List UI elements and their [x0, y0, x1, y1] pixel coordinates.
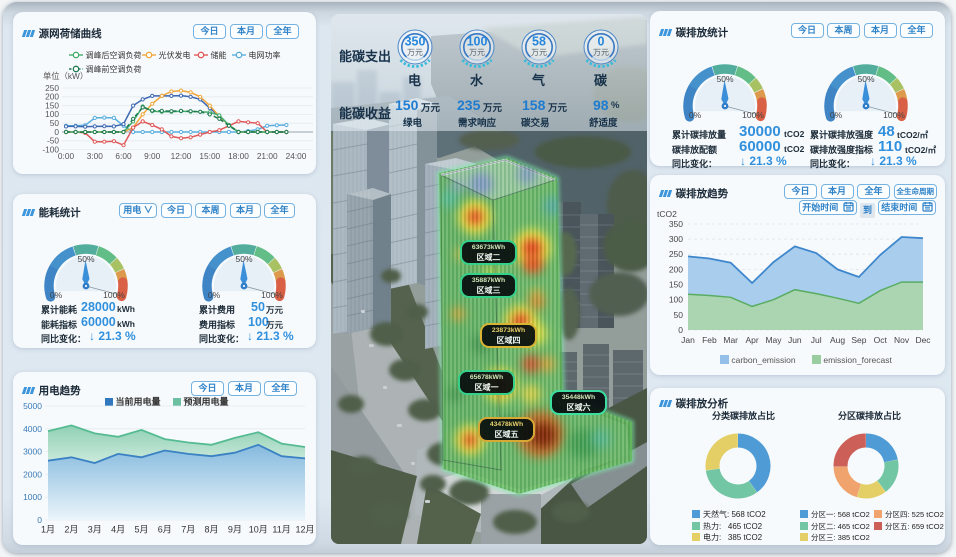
svg-text:光伏发电: 光伏发电: [159, 50, 191, 60]
svg-text:4000: 4000: [23, 424, 42, 434]
svg-text:Aug: Aug: [830, 335, 845, 345]
svg-text:Sep: Sep: [851, 335, 866, 345]
svg-text:2000: 2000: [23, 469, 42, 479]
svg-text:100%: 100%: [103, 290, 125, 300]
svg-text:58: 58: [532, 35, 546, 49]
svg-text:3月: 3月: [88, 525, 102, 535]
svg-text:100: 100: [669, 295, 683, 305]
svg-text:350: 350: [669, 219, 683, 229]
svg-text:0: 0: [54, 127, 59, 137]
svg-text:万元: 万元: [469, 48, 485, 57]
svg-text:0: 0: [37, 515, 42, 525]
svg-text:-100: -100: [42, 144, 59, 154]
svg-text:Jul: Jul: [811, 335, 822, 345]
svg-text:Dec: Dec: [915, 335, 931, 345]
svg-text:15:00: 15:00: [199, 151, 220, 161]
svg-text:4月: 4月: [111, 525, 125, 535]
svg-text:Nov: Nov: [894, 335, 910, 345]
svg-text:May: May: [765, 335, 782, 345]
svg-text:8月: 8月: [204, 525, 218, 535]
svg-text:单位（kW）: 单位（kW）: [43, 71, 88, 81]
svg-text:100: 100: [45, 109, 59, 119]
svg-text:1000: 1000: [23, 492, 42, 502]
svg-text:250: 250: [669, 249, 683, 259]
svg-text:0:00: 0:00: [58, 151, 75, 161]
svg-text:150: 150: [669, 280, 683, 290]
svg-text:万元: 万元: [593, 48, 609, 57]
svg-text:9月: 9月: [228, 525, 242, 535]
svg-text:5000: 5000: [23, 401, 42, 411]
svg-text:5月: 5月: [134, 525, 148, 535]
svg-text:0%: 0%: [830, 110, 843, 120]
svg-text:7月: 7月: [181, 525, 195, 535]
svg-text:Apr: Apr: [745, 335, 758, 345]
svg-text:6:00: 6:00: [115, 151, 132, 161]
svg-text:50%: 50%: [77, 254, 94, 264]
svg-text:100%: 100%: [261, 290, 283, 300]
svg-text:0%: 0%: [208, 290, 221, 300]
svg-text:21:00: 21:00: [257, 151, 278, 161]
svg-text:0: 0: [678, 325, 683, 335]
svg-text:12:00: 12:00: [171, 151, 192, 161]
svg-text:300: 300: [669, 234, 683, 244]
svg-text:250: 250: [45, 83, 59, 93]
svg-text:50: 50: [50, 118, 60, 128]
svg-text:10月: 10月: [249, 525, 268, 535]
svg-text:100%: 100%: [883, 110, 905, 120]
svg-text:万元: 万元: [407, 48, 423, 57]
svg-text:-50: -50: [47, 136, 59, 146]
svg-text:2月: 2月: [64, 525, 78, 535]
svg-text:Jan: Jan: [681, 335, 695, 345]
svg-text:11月: 11月: [272, 525, 290, 535]
svg-text:1月: 1月: [41, 525, 55, 535]
svg-text:调峰后空调负荷: 调峰后空调负荷: [86, 50, 142, 60]
svg-text:50: 50: [674, 310, 684, 320]
svg-text:50%: 50%: [716, 74, 733, 84]
svg-text:200: 200: [669, 264, 683, 274]
svg-text:18:00: 18:00: [228, 151, 249, 161]
svg-text:6月: 6月: [158, 525, 172, 535]
svg-text:0%: 0%: [50, 290, 63, 300]
svg-text:50%: 50%: [235, 254, 252, 264]
svg-text:100: 100: [467, 35, 488, 49]
svg-text:350: 350: [405, 35, 426, 49]
svg-text:Mar: Mar: [723, 335, 738, 345]
svg-text:12月: 12月: [295, 525, 314, 535]
svg-text:Jun: Jun: [788, 335, 802, 345]
svg-text:0: 0: [598, 35, 605, 49]
svg-text:Oct: Oct: [874, 335, 888, 345]
svg-text:电网功率: 电网功率: [249, 50, 281, 60]
svg-text:Feb: Feb: [702, 335, 717, 345]
svg-text:50%: 50%: [857, 74, 874, 84]
svg-text:3:00: 3:00: [87, 151, 104, 161]
svg-text:200: 200: [45, 92, 59, 102]
svg-text:万元: 万元: [531, 48, 547, 57]
svg-text:调峰前空调负荷: 调峰前空调负荷: [86, 64, 142, 74]
svg-text:3000: 3000: [23, 447, 42, 457]
svg-text:储能: 储能: [211, 50, 227, 60]
svg-text:24:00: 24:00: [286, 151, 307, 161]
svg-text:100%: 100%: [742, 110, 764, 120]
svg-text:150: 150: [45, 100, 59, 110]
svg-text:9:00: 9:00: [144, 151, 161, 161]
svg-text:0%: 0%: [689, 110, 702, 120]
